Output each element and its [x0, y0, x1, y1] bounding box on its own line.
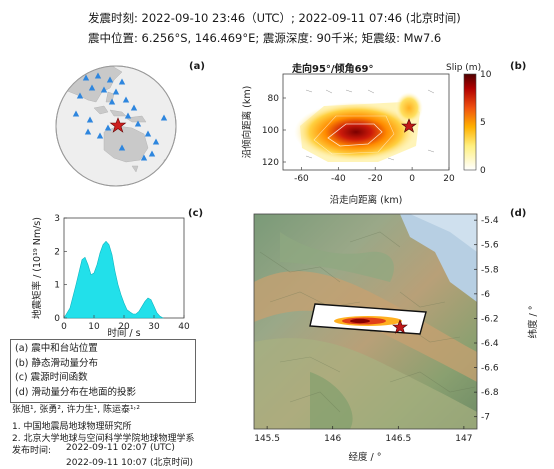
release-utc: 2022-09-11 02:07 (UTC) — [66, 443, 175, 453]
station-triangle — [134, 120, 142, 127]
stf-y-tick-label: 1 — [54, 281, 60, 291]
legend-item-d: (d) 滑动量分布在地面的投影 — [15, 386, 136, 398]
station-triangle — [82, 74, 90, 81]
station-triangle — [160, 114, 168, 121]
map-y-tick-label: -6.4 — [481, 339, 499, 349]
projection-map: 145.5 146 146.5 147 -5.4 -5.6 -5.8 -6 -6.2 -6.4 -… — [253, 213, 539, 463]
station-triangle — [108, 98, 116, 105]
station-triangle — [122, 96, 130, 103]
map-x-axis-label: 经度 / ° — [349, 451, 382, 463]
panel-label-b: (b) — [510, 61, 527, 72]
station-triangle — [86, 116, 94, 123]
header-epicenter: 震中位置: 6.256°S, 146.469°E; 震源深度: 90千米; 矩震… — [88, 31, 442, 45]
station-triangle — [100, 86, 108, 93]
map-y-tick-label: -5.8 — [481, 265, 499, 275]
map-y-tick-label: -5.4 — [481, 216, 499, 226]
station-triangle — [104, 124, 112, 131]
stf-y-tick-label: 3 — [54, 214, 60, 224]
panel-b-title: 走向95°/倾角69° — [292, 64, 374, 75]
station-triangle — [152, 138, 160, 145]
station-triangle — [88, 84, 96, 91]
slip-x-tick-label: -20 — [368, 174, 383, 184]
colorbar-tick-label: 10 — [480, 70, 492, 80]
station-triangle — [72, 110, 80, 117]
epicenter-star — [109, 117, 127, 133]
map-x-tick-label: 146.5 — [385, 434, 411, 444]
release-label: 发布时间: — [12, 446, 52, 456]
station-triangle — [118, 78, 126, 85]
slip-x-tick-label: -40 — [331, 174, 346, 184]
station-triangle — [112, 88, 120, 95]
affiliation-2: 2. 北京大学地球与空间科学学院地球物理学系 — [12, 434, 195, 444]
panel-label-a: (a) — [189, 61, 205, 72]
map-x-tick-label: 147 — [455, 434, 472, 444]
slip-y-axis-label: 沿倾向距离 (km) — [241, 86, 253, 159]
stf-y-axis-label: 地震矩率 / (10¹⁹ Nm/s) — [31, 217, 43, 319]
panel-label-c: (c) — [188, 208, 204, 219]
station-triangle — [148, 150, 156, 157]
station-triangle — [130, 104, 138, 111]
station-triangle — [140, 154, 148, 161]
station-triangle — [94, 72, 102, 79]
stf-x-tick-label: 30 — [148, 322, 160, 332]
colorbar — [463, 73, 477, 171]
map-y-tick-label: -6 — [481, 290, 490, 300]
station-triangle — [124, 112, 132, 119]
stf-x-tick-label: 10 — [88, 322, 100, 332]
legend-item-c: (c) 震源时间函数 — [15, 372, 88, 383]
slip-x-tick-label: -60 — [294, 174, 309, 184]
stf-y-tick-label: 2 — [54, 247, 60, 257]
station-triangle — [106, 76, 114, 83]
station-markers — [72, 72, 168, 161]
globe-map — [55, 65, 177, 187]
map-x-tick-label: 146 — [324, 434, 341, 444]
header-origin-time: 发震时刻: 2022-09-10 23:46（UTC）; 2022-09-11 … — [88, 11, 461, 25]
map-y-tick-label: -7 — [481, 413, 490, 423]
slip-y-tick-label: 100 — [262, 126, 279, 136]
map-y-tick-label: -6.6 — [481, 364, 499, 374]
legend-item-a: (a) 震中和台站位置 — [15, 343, 98, 354]
map-y-tick-label: -5.6 — [481, 241, 499, 251]
hypocenter-star — [401, 118, 417, 133]
release-beijing: 2022-09-11 10:07 (北京时间) — [66, 458, 193, 468]
source-time-function-chart: 0 10 20 30 40 0 1 2 3 时间 / s 地震矩率 / (10¹⁹ Nm/s) — [31, 214, 190, 339]
colorbar-tick-label: 0 — [480, 166, 486, 176]
colorbar-title: Slip (m) — [446, 63, 481, 73]
station-triangle — [76, 92, 84, 99]
map-y-tick-label: -6.2 — [481, 314, 499, 324]
stf-x-tick-label: 20 — [118, 322, 130, 332]
station-triangle — [118, 144, 126, 151]
station-triangle — [144, 130, 152, 137]
panel-label-d: (d) — [510, 208, 527, 219]
colorbar-tick-label: 5 — [480, 118, 486, 128]
slip-x-tick-label: 0 — [409, 174, 415, 184]
map-y-axis-label: 纬度 / ° — [527, 306, 539, 339]
map-x-tick-label: 145.5 — [254, 434, 280, 444]
slip-y-tick-label: 80 — [268, 94, 280, 104]
legend-item-b: (b) 静态滑动量分布 — [15, 357, 98, 369]
slip-x-tick-label: 20 — [443, 174, 455, 184]
stf-x-tick-label: 40 — [178, 322, 190, 332]
map-y-tick-label: -6.8 — [481, 388, 499, 398]
epicenter-star-map — [392, 319, 408, 334]
stf-x-tick-label: 0 — [61, 322, 67, 332]
stf-y-tick-label: 0 — [54, 314, 60, 324]
authors: 张旭¹, 张勇², 许力生¹, 陈运泰¹˒² — [12, 405, 140, 415]
stf-x-axis-label: 时间 / s — [107, 327, 140, 339]
affiliation-1: 1. 中国地震局地球物理研究所 — [12, 422, 132, 432]
legend-box: (a) 震中和台站位置 (b) 静态滑动量分布 (c) 震源时间函数 (d) 滑… — [10, 339, 196, 403]
station-triangle — [96, 132, 104, 139]
station-triangle — [84, 128, 92, 135]
stf-area — [63, 240, 165, 319]
slip-x-axis-label: 沿走向距离 (km) — [330, 194, 403, 206]
slip-y-tick-label: 120 — [262, 158, 279, 168]
